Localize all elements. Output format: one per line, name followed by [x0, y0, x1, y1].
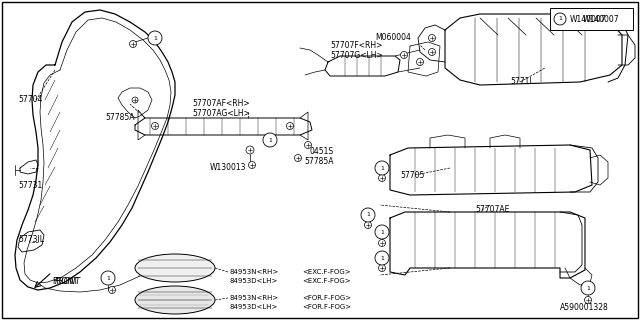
- Text: M060004: M060004: [375, 33, 411, 42]
- Text: FRONT: FRONT: [55, 277, 81, 286]
- Text: W140007: W140007: [570, 14, 607, 23]
- Text: <FOR.F-FOG>: <FOR.F-FOG>: [302, 295, 351, 301]
- Text: 1: 1: [558, 17, 562, 21]
- Text: 5771L: 5771L: [510, 77, 534, 86]
- Text: <FOR.F-FOG>: <FOR.F-FOG>: [302, 304, 351, 310]
- Circle shape: [129, 41, 136, 47]
- Circle shape: [417, 59, 424, 66]
- Circle shape: [294, 155, 301, 162]
- Circle shape: [429, 35, 435, 42]
- Text: 57731: 57731: [18, 180, 42, 189]
- Circle shape: [554, 13, 566, 25]
- Text: 1: 1: [106, 276, 110, 281]
- Text: 1: 1: [366, 212, 370, 218]
- Text: 84953N<RH>: 84953N<RH>: [230, 295, 279, 301]
- Text: 57707G<LH>: 57707G<LH>: [330, 51, 383, 60]
- Circle shape: [378, 239, 385, 246]
- Text: <EXC.F-FOG>: <EXC.F-FOG>: [302, 278, 351, 284]
- Circle shape: [375, 251, 389, 265]
- Text: 57707AF<RH>: 57707AF<RH>: [192, 100, 250, 108]
- Text: 57705: 57705: [400, 171, 424, 180]
- Text: 1: 1: [586, 285, 590, 291]
- Circle shape: [246, 146, 254, 154]
- Text: 0451S: 0451S: [310, 148, 334, 156]
- Text: W140007: W140007: [583, 15, 620, 25]
- Text: 5773IL: 5773IL: [18, 236, 44, 244]
- Text: 57785A: 57785A: [304, 156, 333, 165]
- Text: 1: 1: [268, 138, 272, 142]
- Circle shape: [378, 174, 385, 181]
- Circle shape: [248, 162, 255, 169]
- Text: 57707F<RH>: 57707F<RH>: [330, 42, 382, 51]
- Text: 84953N<RH>: 84953N<RH>: [230, 269, 279, 275]
- Text: W130013: W130013: [210, 164, 246, 172]
- Text: 84953D<LH>: 84953D<LH>: [230, 304, 278, 310]
- Circle shape: [378, 265, 385, 271]
- Circle shape: [287, 123, 294, 130]
- Text: 57704: 57704: [18, 95, 42, 105]
- Circle shape: [401, 52, 408, 59]
- Circle shape: [375, 225, 389, 239]
- Circle shape: [152, 123, 159, 130]
- Circle shape: [429, 49, 435, 55]
- Circle shape: [365, 221, 371, 228]
- Circle shape: [263, 133, 277, 147]
- Circle shape: [584, 297, 591, 303]
- Circle shape: [148, 31, 162, 45]
- Circle shape: [375, 161, 389, 175]
- Ellipse shape: [135, 286, 215, 314]
- Text: 1: 1: [153, 36, 157, 41]
- Circle shape: [581, 281, 595, 295]
- Text: FRONT: FRONT: [52, 277, 78, 286]
- Circle shape: [305, 141, 312, 148]
- Circle shape: [101, 271, 115, 285]
- Text: 84953D<LH>: 84953D<LH>: [230, 278, 278, 284]
- Text: <EXC.F-FOG>: <EXC.F-FOG>: [302, 269, 351, 275]
- Ellipse shape: [135, 254, 215, 282]
- Text: 1: 1: [380, 229, 384, 235]
- Text: 57707AG<LH>: 57707AG<LH>: [192, 108, 250, 117]
- Text: 1: 1: [380, 255, 384, 260]
- Bar: [550, 8, 633, 30]
- Text: 57707AE: 57707AE: [475, 205, 509, 214]
- Circle shape: [109, 286, 115, 293]
- Text: A590001328: A590001328: [560, 303, 609, 313]
- Circle shape: [361, 208, 375, 222]
- Text: 57785A: 57785A: [105, 114, 134, 123]
- Circle shape: [132, 97, 138, 103]
- Text: 1: 1: [380, 165, 384, 171]
